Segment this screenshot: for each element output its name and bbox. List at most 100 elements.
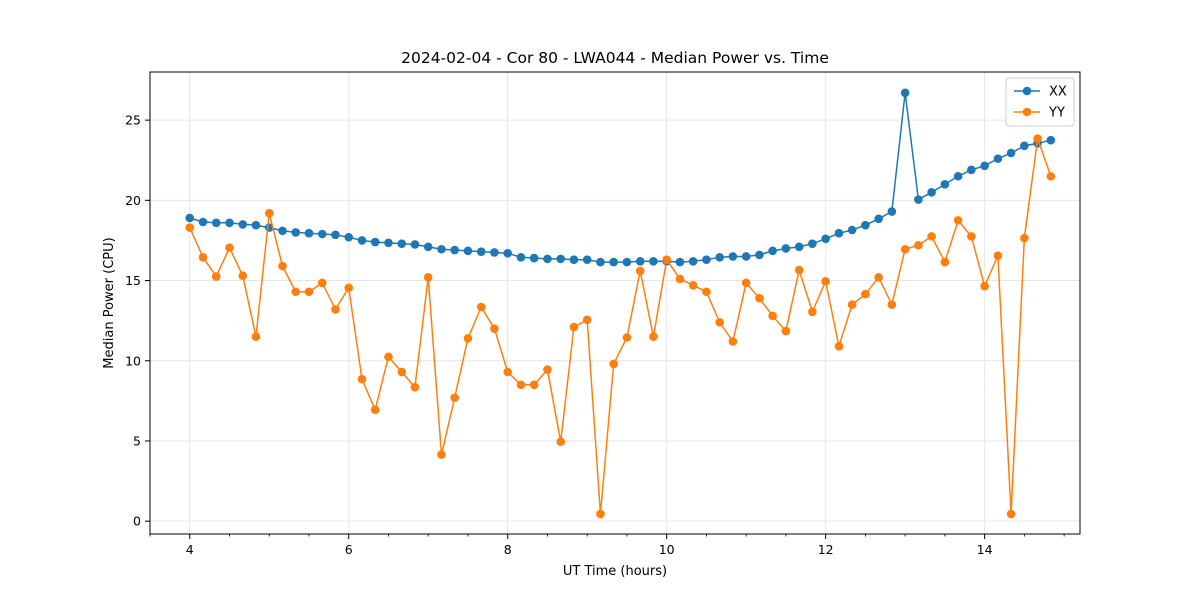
data-point-xx	[741, 252, 751, 261]
data-point-yy	[861, 289, 870, 299]
data-point-xx	[688, 256, 698, 266]
data-point-yy	[437, 450, 446, 459]
data-point-xx	[211, 218, 221, 228]
data-point-yy	[516, 380, 526, 390]
data-point-yy	[688, 281, 698, 290]
data-point-xx	[622, 257, 632, 267]
data-point-xx	[953, 171, 963, 181]
data-point-yy	[503, 367, 512, 377]
data-point-xx	[967, 165, 976, 175]
legend-label-xx: XX	[1049, 85, 1067, 100]
data-point-xx	[834, 228, 844, 238]
data-point-yy	[808, 307, 817, 317]
data-point-yy	[596, 509, 605, 519]
data-point-yy	[384, 352, 393, 362]
data-point-yy	[715, 317, 724, 327]
ticks: 4 6 8 10 12 14 0 5 10 15 20 25	[125, 113, 1065, 557]
data-point-xx	[423, 242, 433, 252]
legend-marker-xx	[1022, 86, 1032, 96]
x-tick-label: 4	[186, 542, 194, 557]
data-point-yy	[251, 332, 261, 341]
data-point-yy	[834, 342, 844, 351]
data-point-yy	[702, 287, 711, 297]
data-point-xx	[529, 253, 539, 263]
x-axis-label: UT Time (hours)	[563, 564, 667, 579]
data-point-xx	[794, 242, 804, 252]
data-point-yy	[317, 278, 327, 288]
data-point-yy	[1006, 509, 1016, 519]
data-point-xx	[940, 179, 950, 189]
chart-title: 2024-02-04 - Cor 80 - LWA044 - Median Po…	[401, 49, 829, 67]
data-point-yy	[927, 232, 936, 241]
y-tick-label: 0	[133, 514, 141, 529]
data-point-yy	[529, 380, 539, 390]
data-point-xx	[635, 256, 645, 266]
data-point-xx	[808, 239, 817, 248]
data-point-xx	[238, 220, 248, 229]
data-point-yy	[238, 271, 248, 281]
data-point-xx	[225, 218, 234, 228]
data-point-xx	[596, 257, 605, 267]
data-point-xx	[317, 229, 327, 239]
data-point-xx	[384, 238, 393, 248]
data-point-yy	[622, 333, 632, 342]
data-point-xx	[490, 248, 499, 257]
data-point-yy	[887, 300, 897, 309]
data-point-yy	[1020, 233, 1029, 243]
data-point-xx	[1020, 141, 1029, 151]
data-point-xx	[1006, 148, 1016, 158]
data-point-xx	[397, 239, 407, 248]
data-point-yy	[874, 273, 883, 282]
data-point-xx	[344, 232, 354, 242]
y-tick-label: 15	[125, 273, 141, 288]
data-point-xx	[582, 255, 592, 264]
data-point-yy	[1046, 171, 1056, 181]
data-point-yy	[847, 300, 857, 309]
data-point-yy	[768, 311, 777, 321]
data-point-xx	[185, 213, 195, 223]
data-point-xx	[304, 228, 314, 238]
data-point-yy	[755, 293, 764, 303]
legend-marker-yy	[1022, 107, 1032, 117]
plot-frame	[149, 71, 1081, 535]
data-point-xx	[410, 240, 420, 249]
data-point-yy	[821, 277, 830, 286]
y-tick-label: 10	[125, 353, 141, 368]
data-point-yy	[370, 405, 380, 414]
data-point-yy	[953, 216, 963, 225]
data-point-yy	[900, 244, 910, 254]
legend-label-yy: YY	[1048, 106, 1065, 121]
data-point-xx	[927, 188, 936, 197]
data-point-yy	[291, 287, 301, 297]
data-point-yy	[397, 367, 407, 377]
x-tick-label: 8	[504, 542, 512, 557]
data-point-xx	[768, 246, 777, 256]
data-point-xx	[198, 217, 208, 227]
data-point-xx	[437, 244, 446, 254]
data-point-yy	[185, 223, 195, 232]
data-point-yy	[556, 437, 566, 447]
data-point-yy	[490, 324, 499, 333]
data-point-xx	[861, 220, 870, 230]
data-point-xx	[980, 161, 989, 171]
data-point-yy	[609, 359, 618, 369]
data-point-yy	[794, 265, 804, 275]
data-point-xx	[357, 236, 367, 245]
data-point-xx	[702, 255, 711, 264]
data-point-yy	[741, 278, 751, 288]
data-point-yy	[198, 252, 208, 262]
data-point-xx	[331, 230, 340, 240]
data-point-xx	[781, 244, 791, 253]
data-point-yy	[463, 333, 473, 343]
data-point-xx	[755, 250, 764, 260]
data-point-yy	[675, 274, 685, 284]
data-point-xx	[569, 255, 579, 264]
y-tick-label: 25	[125, 113, 141, 128]
x-tick-label: 6	[345, 542, 353, 557]
data-point-yy	[423, 273, 433, 282]
data-point-yy	[344, 283, 354, 293]
data-point-yy	[410, 382, 420, 392]
x-tick-label: 10	[659, 542, 675, 557]
data-point-xx	[1046, 135, 1056, 145]
